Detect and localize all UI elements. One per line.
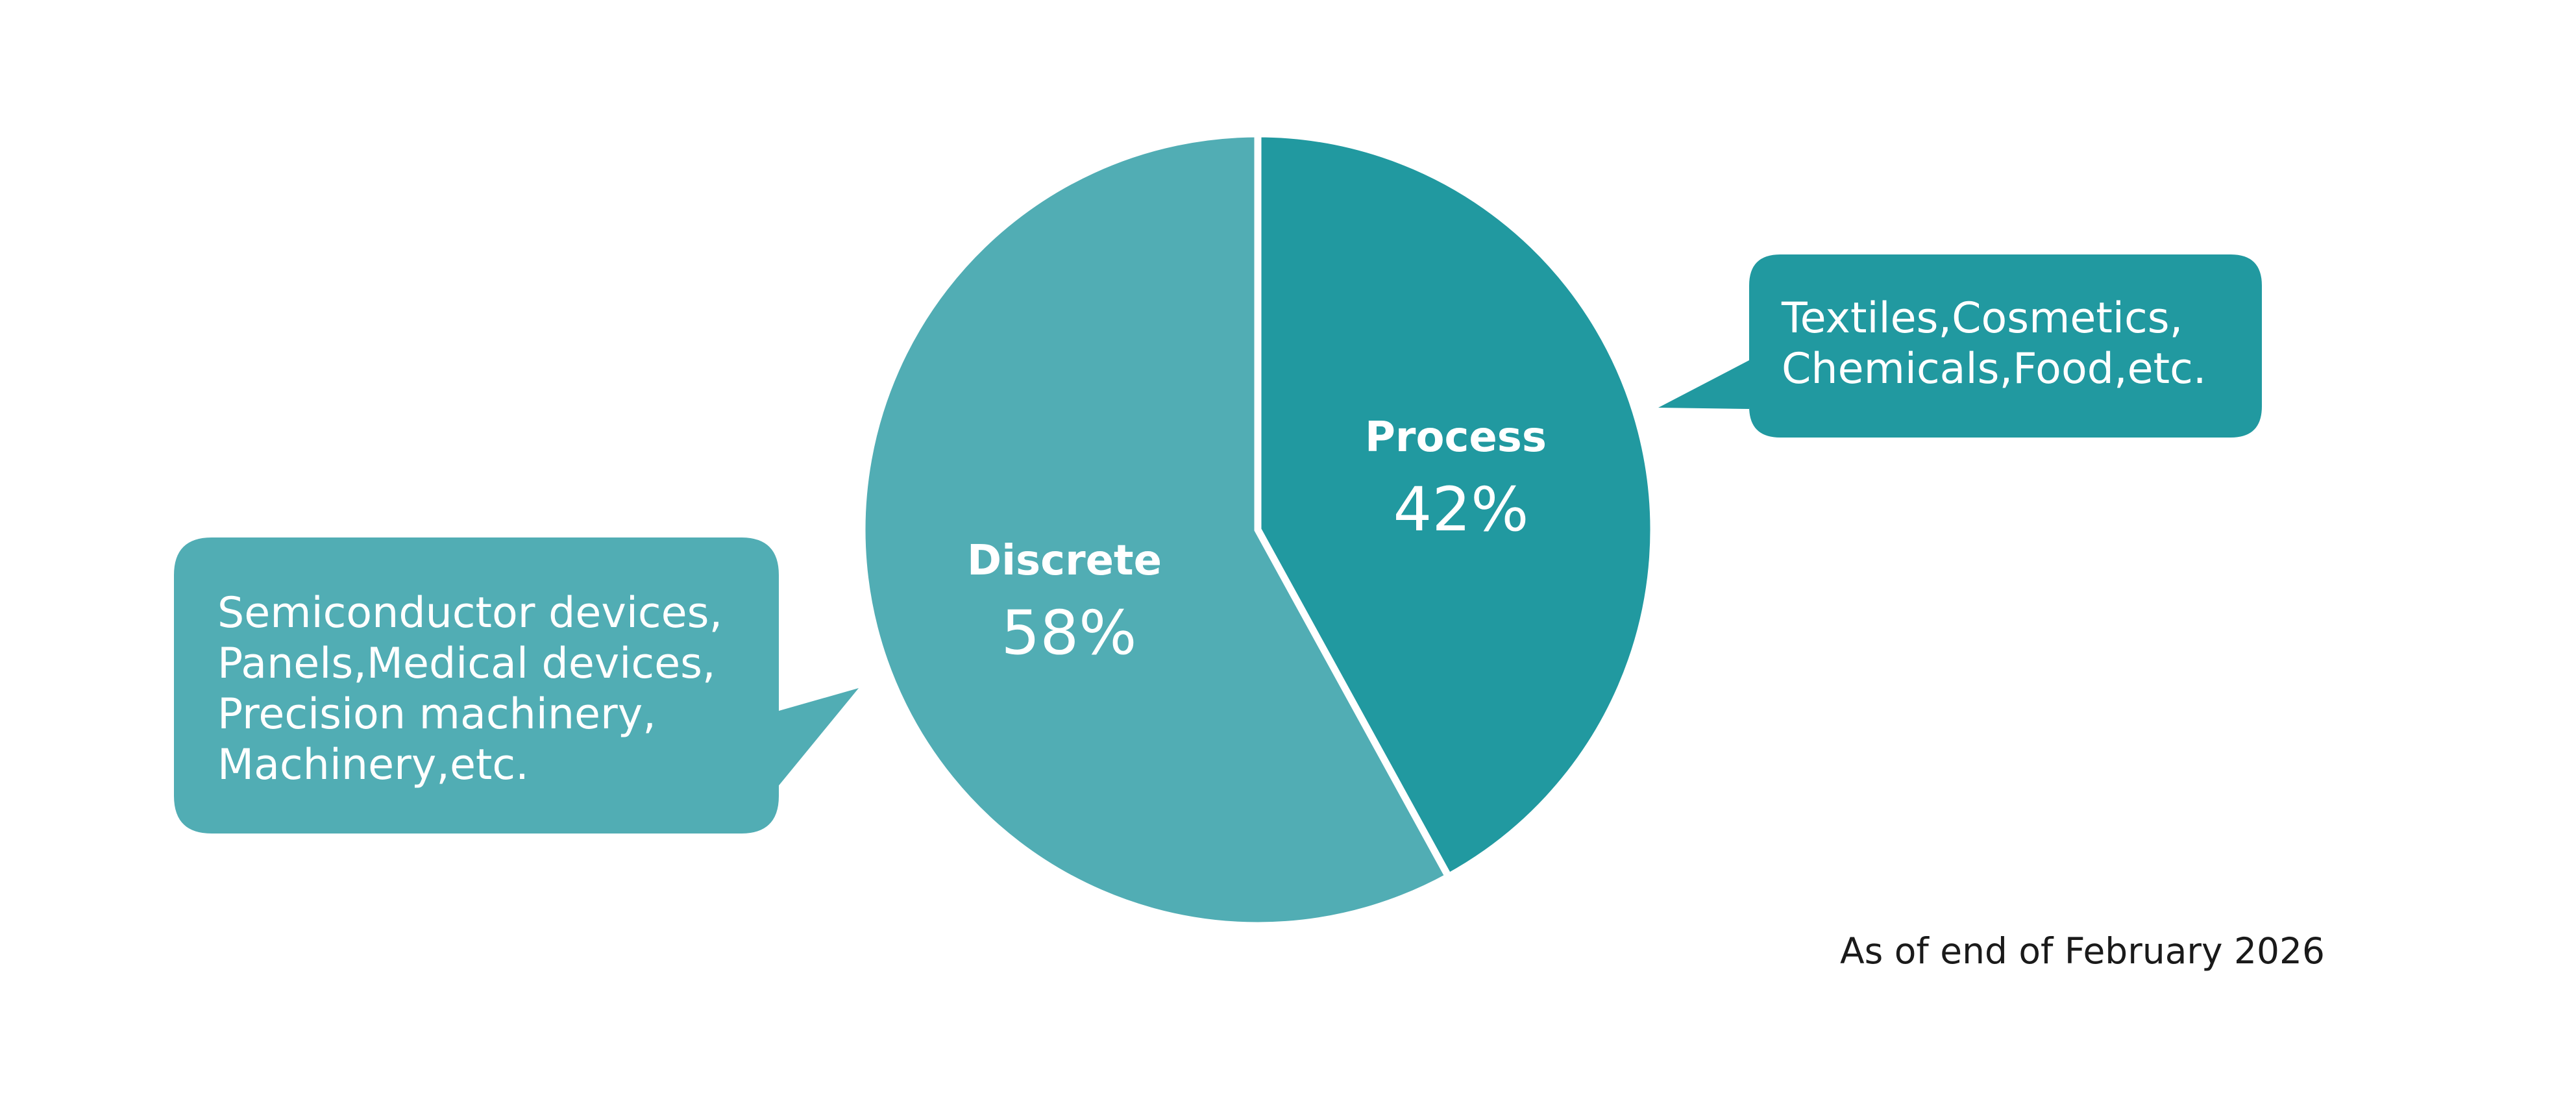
callout-process-line-2: Chemicals,Food,etc. bbox=[1782, 345, 2207, 393]
callout-discrete-bubble bbox=[174, 537, 859, 834]
slice-label-process: Process bbox=[1365, 414, 1547, 462]
pie-slice-discrete bbox=[858, 130, 1454, 930]
callout-discrete-line-3: Precision machinery, bbox=[217, 690, 656, 739]
callout-discrete-line-2: Panels,Medical devices, bbox=[217, 639, 716, 688]
pie-slice-process bbox=[1254, 130, 1658, 882]
callout-discrete-line-1: Semiconductor devices, bbox=[217, 589, 722, 637]
callouts: Textiles,Cosmetics, Chemicals,Food,etc. … bbox=[174, 254, 2262, 834]
as-of-note: As of end of February 2026 bbox=[1840, 930, 2325, 972]
pie-slices bbox=[858, 130, 1658, 930]
slice-label-discrete: Discrete bbox=[967, 537, 1162, 585]
callout-process: Textiles,Cosmetics, Chemicals,Food,etc. bbox=[1658, 254, 2262, 438]
slice-value-discrete: 58% bbox=[1001, 598, 1137, 669]
callout-process-bubble bbox=[1658, 254, 2262, 438]
slice-labels: Process 42% Discrete 58% bbox=[967, 414, 1547, 669]
callout-discrete-line-4: Machinery,etc. bbox=[217, 741, 529, 789]
slice-value-process: 42% bbox=[1393, 475, 1529, 545]
callout-process-line-1: Textiles,Cosmetics, bbox=[1781, 294, 2183, 343]
callout-discrete: Semiconductor devices, Panels,Medical de… bbox=[174, 537, 859, 834]
